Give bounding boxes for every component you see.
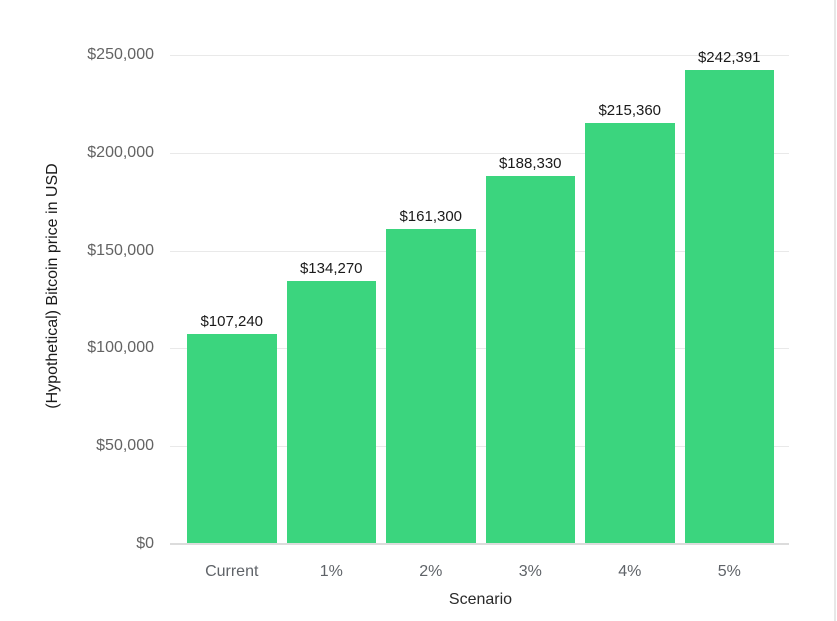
y-tick-label: $50,000 — [96, 437, 154, 455]
x-axis-title: Scenario — [448, 591, 513, 608]
x-tick-label: Current — [205, 563, 259, 580]
x-tick-label: 4% — [618, 563, 642, 580]
x-tick-labels: Current 1% 2% 3% 4% 5% — [172, 563, 789, 581]
bar-band-4-: $215,360 — [585, 55, 675, 544]
bar — [485, 175, 575, 544]
bar-band-1-: $134,270 — [286, 55, 376, 544]
bar-value-label: $215,360 — [598, 101, 662, 119]
bar-band-5-: $242,391 — [684, 49, 774, 544]
x-tick-label: 5% — [717, 563, 741, 580]
bar-value-label: $107,240 — [200, 313, 264, 331]
x-axis-line — [170, 543, 789, 545]
bar-value-label: $242,391 — [697, 48, 761, 66]
bar-band-3-: $188,330 — [485, 55, 575, 544]
x-tick-label: 1% — [319, 563, 343, 580]
page-right-border — [834, 0, 836, 621]
bar — [585, 122, 675, 544]
bar — [386, 228, 476, 544]
bar-band-current: $107,240 — [187, 55, 277, 544]
bar — [187, 334, 277, 544]
y-tick-label: $150,000 — [87, 241, 154, 259]
y-tick-label: $0 — [136, 535, 154, 552]
gridline — [170, 446, 789, 448]
y-tick-label: $200,000 — [87, 143, 154, 161]
bar-value-label: $134,270 — [299, 260, 363, 278]
bars-container: $107,240 $134,270 $161,300 $188,330 $215,360… — [172, 49, 789, 544]
plot-area: $0 $50,000 $100,000 $150,000 $200,000 $250,00… — [87, 46, 789, 580]
gridline — [170, 55, 789, 56]
gridline — [170, 348, 789, 350]
gridline — [170, 152, 789, 154]
bar — [684, 69, 774, 544]
x-tick-label: 2% — [419, 563, 443, 580]
y-tick-label: $100,000 — [87, 339, 154, 357]
bar-band-2-: $161,300 — [386, 55, 476, 544]
gridline — [170, 250, 789, 252]
bar — [286, 281, 376, 544]
bar-value-label: $161,300 — [399, 207, 463, 225]
x-tick-label: 3% — [518, 563, 542, 580]
y-axis-title: (Hypothetical) Bitcoin price in USD — [44, 163, 61, 409]
bar-value-label: $188,330 — [498, 154, 562, 172]
y-tick-label: $250,000 — [87, 46, 154, 63]
